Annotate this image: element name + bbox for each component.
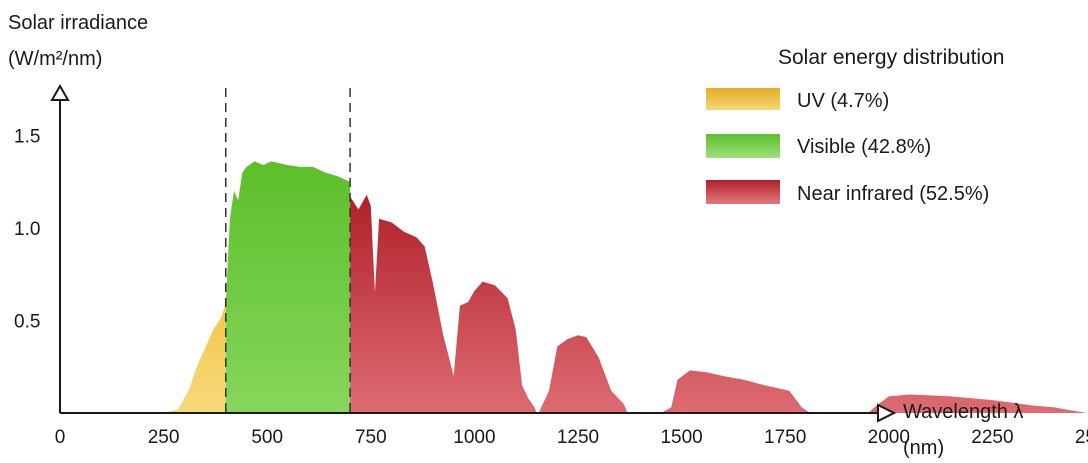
y-tick-label: 0.5 — [14, 312, 40, 333]
x-tick-label: 2250 — [971, 427, 1013, 448]
y-tick-label: 1.0 — [14, 219, 40, 240]
legend: Solar energy distribution UV (4.7%) Visi… — [706, 46, 1004, 205]
y-axis-title-line1: Solar irradiance — [8, 12, 148, 34]
x-tick-label: 0 — [55, 427, 66, 448]
legend-label-uv: UV (4.7%) — [797, 90, 889, 112]
x-axis-title-line2: (nm) — [903, 437, 944, 459]
x-tick-label: 1000 — [453, 427, 495, 448]
legend-swatch-visible — [706, 134, 780, 158]
x-tick-label: 500 — [251, 427, 283, 448]
legend-swatch-uv — [706, 88, 780, 110]
y-axis-arrow — [50, 83, 70, 101]
x-tick-label: 2500 — [1075, 427, 1088, 448]
x-tick-label: 1250 — [557, 427, 599, 448]
y-tick-label: 1.5 — [14, 127, 40, 148]
x-axis-title-line1: Wavelength λ — [903, 401, 1023, 423]
area-near-infrared — [350, 194, 1088, 413]
x-tick-label: 1750 — [764, 427, 806, 448]
legend-label-visible: Visible (42.8%) — [797, 136, 931, 158]
x-tick-label: 2000 — [868, 427, 910, 448]
legend-swatch-near-infrared — [706, 180, 780, 204]
x-axis-arrow — [877, 403, 897, 423]
x-tick-label: 1500 — [660, 427, 702, 448]
x-tick-label: 250 — [148, 427, 180, 448]
x-tick-label: 750 — [355, 427, 387, 448]
legend-title: Solar energy distribution — [778, 46, 1004, 69]
legend-label-near-infrared: Near infrared (52.5%) — [797, 183, 989, 205]
area-visible — [225, 161, 351, 413]
area-uv — [163, 302, 226, 413]
y-axis-title-line2: (W/m²/nm) — [8, 48, 102, 70]
